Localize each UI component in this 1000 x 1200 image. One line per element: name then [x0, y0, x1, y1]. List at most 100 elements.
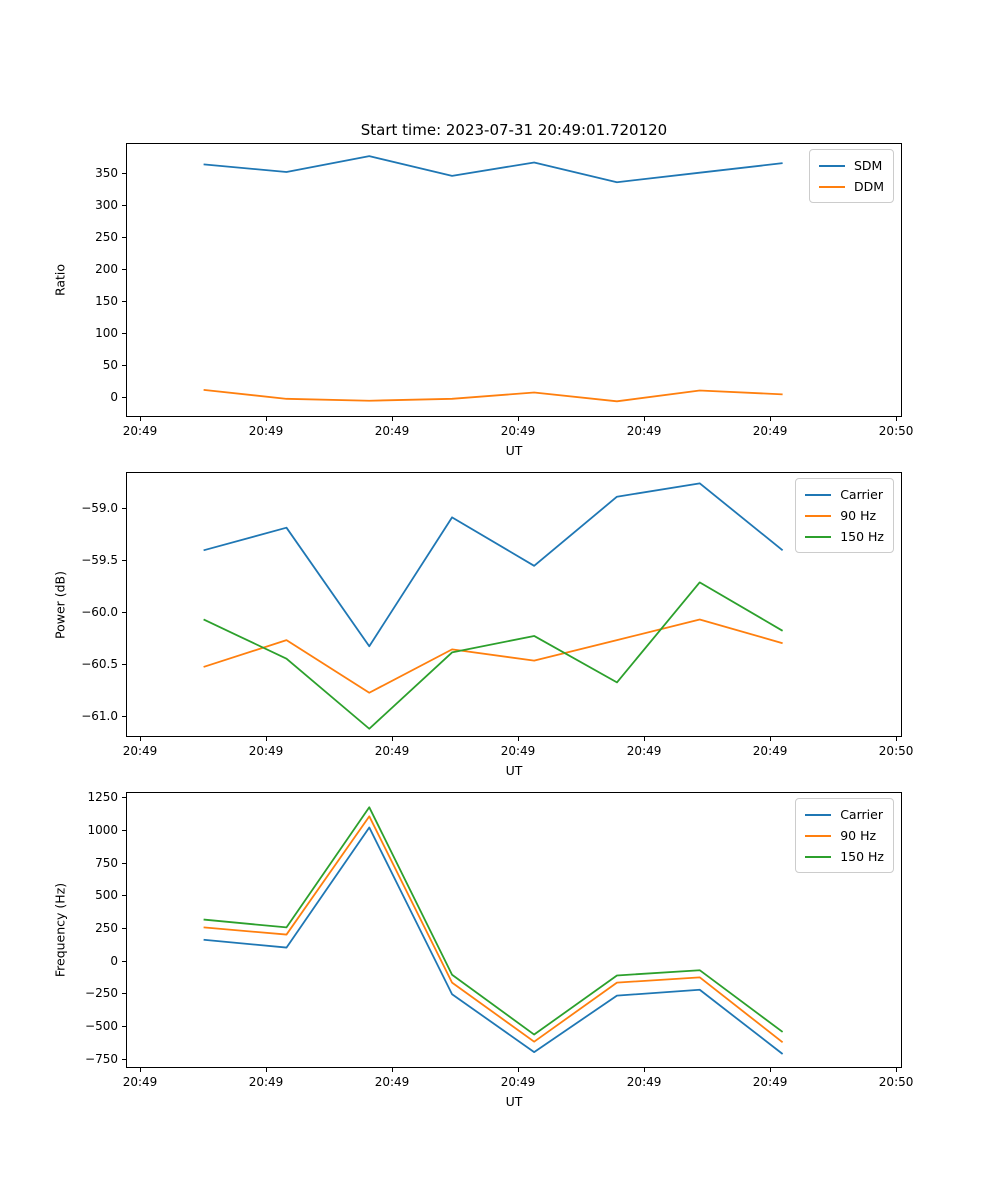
x-tick: [770, 1068, 772, 1072]
subplot-power: Carrier 90 Hz 150 Hz Power (dB) UT −59.0 −5…: [53, 472, 913, 778]
y-tick-label: −250: [85, 986, 118, 1001]
x-tick: [896, 1068, 898, 1072]
legend-item-90-hz: 90 Hz: [805, 825, 884, 846]
x-tick-label: 20:49: [626, 1075, 662, 1089]
legend-label: SDM: [853, 158, 883, 173]
x-tick: [644, 417, 646, 421]
x-tick: [644, 1068, 646, 1072]
y-tick-label: 250: [95, 921, 118, 935]
y-tick: [122, 1058, 126, 1060]
legend-label: 150 Hz: [840, 849, 884, 864]
x-tick-label: 20:49: [626, 424, 662, 438]
y-tick-label: −60.0: [81, 605, 118, 620]
legend-item-90-hz: 90 Hz: [805, 505, 884, 526]
x-tick: [770, 417, 772, 421]
x-tick: [140, 1068, 141, 1072]
y-tick: [122, 993, 126, 995]
x-tick-label: 20:49: [248, 424, 284, 438]
x-tick-label: 20:50: [878, 424, 914, 438]
x-tick: [518, 1068, 519, 1072]
x-tick-label: 20:49: [122, 744, 158, 758]
x-tick: [518, 737, 519, 741]
y-tick: [122, 862, 126, 864]
y-tick-label: −60.5: [81, 657, 118, 672]
y-tick: [122, 236, 126, 238]
y-tick: [122, 895, 126, 897]
subplot-ratio: SDM DDM Ratio UT 350 300 250 200 150 100 50 0 20:…: [53, 143, 913, 458]
y-axis-label-frequency: Frequency (Hz): [52, 882, 68, 978]
legend-label: 90 Hz: [840, 828, 877, 843]
series-line-ddm: [203, 389, 783, 403]
y-tick-label: 750: [95, 855, 118, 870]
x-tick-label: 20:49: [752, 424, 788, 438]
y-tick: [122, 664, 126, 666]
y-tick: [122, 960, 126, 962]
y-tick-label: 500: [95, 888, 118, 903]
y-tick-label: 250: [95, 229, 118, 244]
x-axis-label-ut: UT: [505, 443, 523, 458]
x-axis-label-ut: UT: [505, 1094, 523, 1109]
y-tick-label: 1000: [87, 822, 118, 837]
legend-item-carrier: Carrier: [805, 804, 884, 825]
x-tick-label: 20:49: [500, 744, 536, 758]
legend-label: Carrier: [840, 487, 883, 502]
x-tick-label: 20:49: [122, 424, 158, 438]
y-tick-label: −59.5: [81, 553, 118, 568]
y-tick: [122, 508, 126, 510]
series-line-150-hz: [203, 806, 784, 1036]
x-tick: [896, 737, 898, 741]
y-tick: [122, 300, 126, 302]
plot-lines-ratio: [203, 155, 783, 403]
y-tick-label: 200: [95, 261, 118, 276]
y-tick-label: 50: [102, 358, 118, 372]
y-axis-label-power: Power (dB): [52, 570, 68, 639]
y-tick: [122, 204, 126, 206]
y-tick: [122, 365, 126, 366]
y-tick: [122, 612, 126, 614]
legend-line-swatch: [805, 535, 832, 538]
legend-line-swatch: [818, 164, 845, 167]
x-tick: [266, 1068, 267, 1072]
legend-box-frequency: Carrier 90 Hz 150 Hz: [795, 798, 894, 873]
y-tick-label: 100: [95, 325, 118, 340]
legend-label: DDM: [853, 179, 884, 194]
legend-item-carrier: Carrier: [805, 484, 884, 505]
x-tick-label: 20:49: [626, 744, 662, 758]
x-tick: [644, 737, 646, 741]
y-tick-label: −59.0: [81, 501, 118, 516]
y-tick: [122, 1026, 126, 1028]
plot-area-power: Carrier 90 Hz 150 Hz: [126, 472, 902, 737]
y-tick: [122, 560, 126, 562]
legend-line-swatch: [805, 834, 832, 837]
y-tick-label: −750: [85, 1051, 118, 1066]
legend-item-150-hz: 150 Hz: [805, 526, 884, 547]
plot-lines-power: [203, 482, 784, 730]
legend-label: 150 Hz: [840, 529, 884, 544]
legend-line-swatch: [805, 493, 832, 496]
x-tick-label: 20:49: [374, 744, 410, 758]
y-tick-label: 300: [95, 197, 118, 212]
x-tick: [140, 737, 141, 741]
legend-item-ddm: DDM: [818, 176, 884, 197]
x-axis-label-ut: UT: [505, 763, 523, 778]
x-tick: [896, 417, 898, 421]
series-line-90-hz: [203, 815, 784, 1043]
y-tick-label: 1250: [87, 790, 118, 805]
legend-line-swatch: [805, 813, 832, 816]
x-tick: [392, 737, 393, 741]
legend-line-swatch: [818, 185, 845, 188]
x-tick: [266, 417, 267, 421]
legend-item-sdm: SDM: [818, 155, 884, 176]
y-tick: [122, 268, 126, 270]
x-tick: [266, 737, 267, 741]
x-tick-label: 20:50: [878, 744, 914, 758]
x-tick: [770, 737, 772, 741]
legend-box-ratio: SDM DDM: [808, 149, 894, 203]
subplot-frequency: Carrier 90 Hz 150 Hz Frequency (Hz) UT 125…: [53, 790, 914, 1109]
y-tick: [122, 397, 126, 399]
x-tick-label: 20:49: [374, 1075, 410, 1089]
x-tick-label: 20:49: [248, 744, 284, 758]
legend-line-swatch: [805, 514, 832, 517]
y-tick-label: 350: [95, 165, 118, 180]
